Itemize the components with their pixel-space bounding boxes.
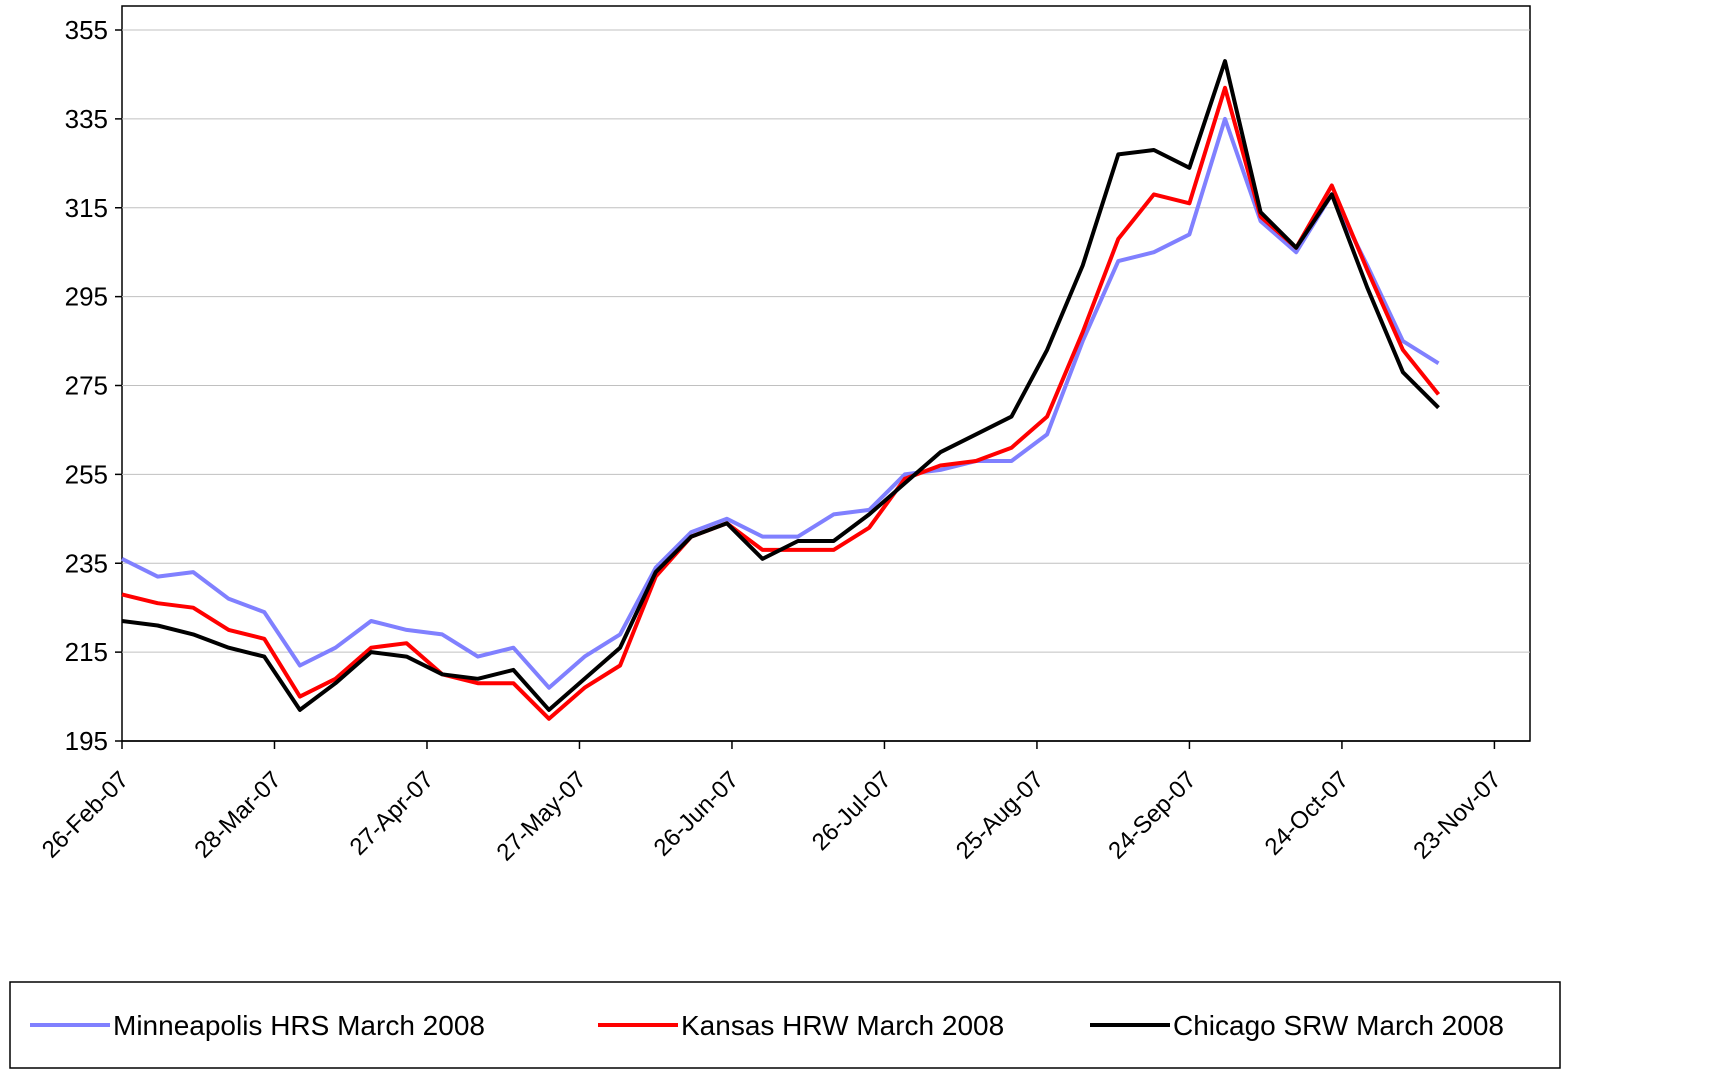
x-tick-label: 27-May-07 — [492, 766, 592, 866]
legend-label: Minneapolis HRS March 2008 — [113, 1010, 485, 1041]
legend-label: Kansas HRW March 2008 — [681, 1010, 1004, 1041]
x-tick-label: 26-Jun-07 — [649, 766, 745, 862]
legend-label: Chicago SRW March 2008 — [1173, 1010, 1504, 1041]
series-line — [121, 59, 1440, 712]
y-tick-label: 335 — [65, 104, 108, 134]
y-tick-label: 255 — [65, 459, 108, 489]
x-tick-label: 25-Aug-07 — [951, 766, 1049, 864]
x-tick-label: 23-Nov-07 — [1408, 766, 1506, 864]
x-tick-label: 26-Feb-07 — [37, 766, 134, 863]
y-tick-label: 215 — [65, 637, 108, 667]
series-line — [121, 116, 1440, 690]
y-tick-label: 355 — [65, 15, 108, 45]
y-tick-label: 315 — [65, 193, 108, 223]
legend-box — [9, 981, 1561, 1069]
x-tick-label: 24-Oct-07 — [1260, 766, 1355, 861]
y-tick-label: 235 — [65, 548, 108, 578]
plot-frame — [121, 5, 1531, 742]
y-tick-label: 295 — [65, 282, 108, 312]
x-tick-label: 26-Jul-07 — [807, 766, 897, 856]
x-tick-label: 27-Apr-07 — [345, 766, 440, 861]
y-tick-label: 195 — [65, 726, 108, 756]
x-tick-label: 24-Sep-07 — [1103, 766, 1201, 864]
y-tick-label: 275 — [65, 371, 108, 401]
x-tick-label: 28-Mar-07 — [189, 766, 286, 863]
series-line — [121, 85, 1441, 721]
